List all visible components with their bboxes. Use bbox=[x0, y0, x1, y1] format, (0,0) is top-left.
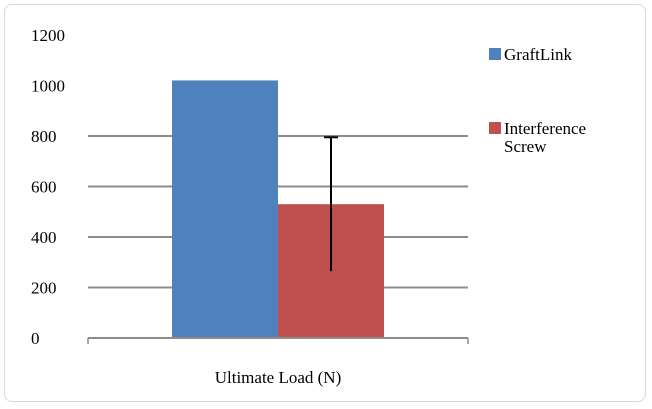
legend-swatch bbox=[489, 122, 501, 134]
y-tick-label: 1000 bbox=[31, 77, 65, 96]
legend-swatch bbox=[489, 48, 501, 60]
error-bars bbox=[324, 136, 338, 272]
bars bbox=[172, 80, 384, 338]
y-tick-label: 600 bbox=[31, 178, 57, 197]
legend-label: GraftLink bbox=[504, 45, 572, 64]
axes bbox=[87, 337, 469, 344]
y-tick-label: 800 bbox=[31, 127, 57, 146]
x-category-labels: Ultimate Load (N) bbox=[215, 368, 342, 387]
bar-graftlink bbox=[172, 80, 278, 338]
y-tick-label: 1200 bbox=[31, 26, 65, 45]
y-tick-labels: 0 200 400 600 800 1000 1200 bbox=[31, 26, 65, 348]
y-tick-label: 400 bbox=[31, 228, 57, 247]
y-tick-label: 0 bbox=[31, 329, 40, 348]
legend: GraftLink Interference Screw bbox=[489, 45, 586, 156]
y-tick-label: 200 bbox=[31, 279, 57, 298]
x-category-label: Ultimate Load (N) bbox=[215, 368, 342, 387]
legend-label: Interference Screw bbox=[504, 119, 586, 156]
